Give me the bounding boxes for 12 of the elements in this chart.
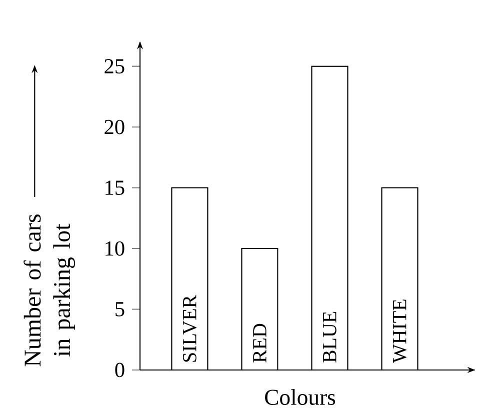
x-tick-label: BLUE	[323, 312, 336, 362]
x-axis-title: Colours	[265, 389, 336, 405]
y-tick-label: 15	[106, 180, 124, 195]
x-tick-label: SILVER	[182, 294, 196, 362]
y-tick-label: 20	[104, 120, 124, 134]
y-tick-label: 5	[116, 302, 124, 316]
y-tick-label: 0	[115, 362, 124, 378]
y-tick-label: 25	[104, 59, 124, 74]
x-tick-label: WHITE	[393, 300, 406, 364]
y-axis-title: Number of cars in parking lot	[24, 214, 76, 366]
y-tick-label: 10	[106, 241, 124, 256]
x-tick-label: RED	[253, 324, 266, 362]
